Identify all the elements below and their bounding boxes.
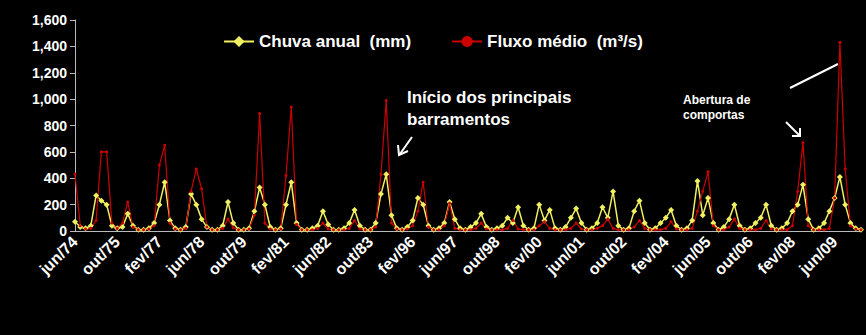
svg-text:200: 200 xyxy=(44,197,68,213)
svg-text:jun/74: jun/74 xyxy=(36,233,81,278)
svg-text:fev/00: fev/00 xyxy=(501,233,545,277)
svg-text:out/75: out/75 xyxy=(78,233,123,278)
svg-text:fev/08: fev/08 xyxy=(754,233,798,277)
svg-text:jun/09: jun/09 xyxy=(795,233,840,278)
svg-text:fev/96: fev/96 xyxy=(375,233,419,277)
svg-text:400: 400 xyxy=(44,170,68,186)
svg-text:Fluxo médio (m³/s): Fluxo médio (m³/s) xyxy=(487,32,643,51)
svg-text:1,400: 1,400 xyxy=(32,38,67,54)
svg-text:fev/04: fev/04 xyxy=(628,233,672,277)
svg-text:1,000: 1,000 xyxy=(32,91,67,107)
svg-text:jun/01: jun/01 xyxy=(542,233,587,278)
svg-text:Abertura de: Abertura de xyxy=(683,93,751,107)
svg-text:out/02: out/02 xyxy=(584,233,629,278)
svg-text:out/79: out/79 xyxy=(205,233,250,278)
svg-text:jun/97: jun/97 xyxy=(415,233,460,278)
svg-text:0: 0 xyxy=(59,223,67,239)
svg-text:1,600: 1,600 xyxy=(32,12,67,28)
svg-text:jun/78: jun/78 xyxy=(162,233,207,278)
svg-text:out/98: out/98 xyxy=(458,233,503,278)
svg-text:barramentos: barramentos xyxy=(407,110,510,129)
svg-text:fev/77: fev/77 xyxy=(121,233,165,277)
svg-text:1,200: 1,200 xyxy=(32,65,67,81)
svg-text:800: 800 xyxy=(44,118,68,134)
svg-text:jun/05: jun/05 xyxy=(669,233,714,278)
svg-text:Chuva anual (mm): Chuva anual (mm) xyxy=(259,32,411,51)
svg-text:600: 600 xyxy=(44,144,68,160)
svg-text:out/06: out/06 xyxy=(711,233,756,278)
svg-text:comportas: comportas xyxy=(683,108,745,122)
svg-text:out/83: out/83 xyxy=(331,233,376,278)
svg-text:Início dos principais: Início dos principais xyxy=(407,88,571,107)
svg-text:fev/81: fev/81 xyxy=(248,233,292,277)
svg-text:jun/82: jun/82 xyxy=(289,233,334,278)
